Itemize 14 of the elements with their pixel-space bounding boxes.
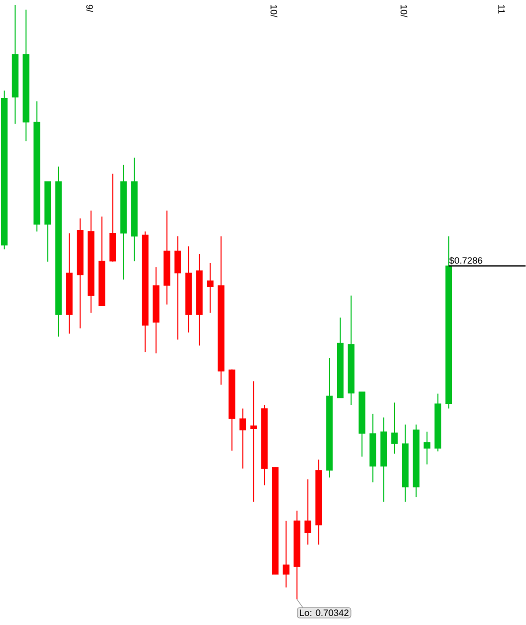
candlestick: [174, 236, 181, 340]
candlestick: [250, 380, 257, 502]
candlestick: [424, 431, 430, 465]
x-tick-label: 9/: [86, 4, 93, 12]
candlestick: [391, 402, 398, 454]
x-tick-label: 10/: [400, 5, 408, 18]
candlestick: [206, 262, 214, 314]
annotation: $0.7286: [449, 256, 482, 264]
candlestick: [239, 408, 246, 470]
x-tick-label: 10/: [270, 5, 278, 18]
candlestick: [304, 478, 311, 546]
text: Lo: 0.70342: [300, 610, 348, 616]
candlestick: [282, 520, 290, 588]
x-tick-label: 11: [498, 5, 505, 14]
